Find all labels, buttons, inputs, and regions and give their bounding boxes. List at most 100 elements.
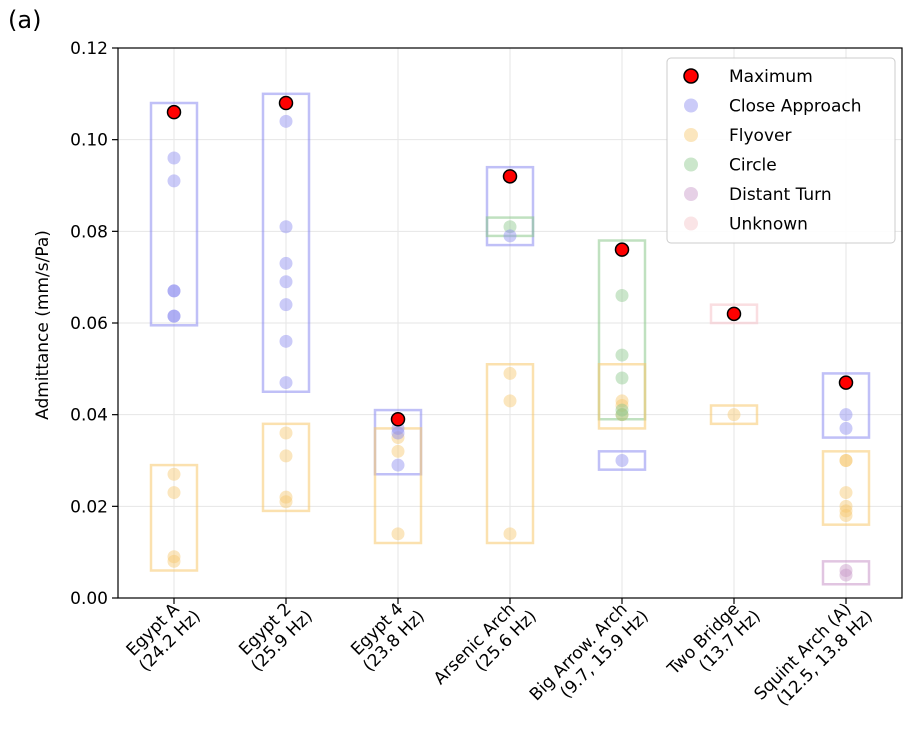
y-tick-label: 0.04 bbox=[70, 406, 108, 426]
x-tick-label: Two Bridge(13.7 Hz) bbox=[663, 599, 765, 679]
range-box bbox=[485, 363, 535, 545]
data-point bbox=[503, 527, 517, 541]
x-tick-label: Egypt A(24.2 Hz) bbox=[123, 599, 205, 676]
maximum-point bbox=[166, 104, 182, 120]
range-box bbox=[709, 404, 759, 426]
data-point bbox=[839, 421, 853, 435]
data-point bbox=[727, 408, 741, 422]
y-tick-label: 0.12 bbox=[70, 39, 108, 59]
range-box bbox=[597, 450, 647, 471]
data-point bbox=[839, 499, 853, 513]
data-point bbox=[839, 408, 853, 422]
data-points bbox=[166, 95, 854, 582]
y-tick-label: 0.10 bbox=[70, 131, 108, 151]
data-point bbox=[167, 309, 181, 323]
data-point bbox=[279, 376, 293, 390]
data-point bbox=[391, 444, 405, 458]
y-tick-label: 0.02 bbox=[70, 497, 108, 517]
maximum-point bbox=[614, 242, 630, 257]
range-box bbox=[149, 101, 199, 327]
data-point bbox=[391, 458, 405, 472]
data-point bbox=[391, 431, 405, 445]
x-tick-label: Big Arrow. Arch(9.7, 15.9 Hz) bbox=[526, 599, 653, 705]
legend-marker bbox=[684, 216, 698, 231]
range-box bbox=[821, 560, 871, 586]
range-box bbox=[821, 372, 871, 439]
range-box bbox=[149, 463, 199, 572]
data-point bbox=[279, 114, 293, 128]
data-point bbox=[167, 486, 181, 500]
data-point bbox=[503, 394, 517, 408]
data-point bbox=[615, 371, 629, 385]
data-point bbox=[615, 454, 629, 467]
data-point bbox=[391, 527, 405, 541]
legend-marker bbox=[684, 157, 698, 172]
range-box bbox=[373, 427, 423, 545]
range-boxes bbox=[149, 92, 871, 586]
data-point bbox=[503, 220, 517, 234]
legend-label: Flyover bbox=[729, 126, 791, 146]
range-box bbox=[597, 363, 647, 430]
x-tick-label: Egypt 4(23.8 Hz) bbox=[347, 599, 429, 676]
data-point bbox=[503, 229, 517, 243]
legend: Maximum Close Approach Flyover Circle Distan… bbox=[666, 57, 896, 244]
x-tick-label: Arsenic Arch(25.6 Hz) bbox=[430, 599, 541, 688]
data-point bbox=[839, 568, 853, 582]
data-point bbox=[167, 309, 181, 323]
y-tick-label: 0.06 bbox=[70, 314, 108, 334]
range-box bbox=[821, 450, 871, 526]
legend-marker bbox=[683, 68, 699, 84]
data-point bbox=[503, 366, 517, 380]
maximum-point bbox=[502, 169, 518, 184]
maximum-point bbox=[390, 412, 406, 427]
data-point bbox=[279, 449, 293, 463]
data-point bbox=[615, 394, 629, 408]
data-point bbox=[279, 256, 293, 270]
data-point bbox=[615, 403, 629, 417]
data-point bbox=[167, 284, 181, 298]
legend-label: Unknown bbox=[729, 215, 808, 235]
legend-marker bbox=[684, 187, 698, 201]
data-point bbox=[839, 504, 853, 518]
axes bbox=[112, 47, 903, 604]
legend-label: Distant Turn bbox=[729, 185, 832, 205]
data-point bbox=[279, 220, 293, 234]
x-tick-label: Squint Arch (A)(12.5, 13.8 Hz) bbox=[750, 599, 876, 710]
legend-marker bbox=[684, 128, 698, 142]
grid bbox=[118, 47, 902, 599]
data-point bbox=[279, 334, 293, 348]
legend-label: Close Approach bbox=[729, 97, 861, 117]
maximum-point bbox=[726, 306, 742, 322]
data-point bbox=[279, 298, 293, 312]
data-point bbox=[839, 564, 853, 577]
data-point bbox=[391, 426, 405, 440]
data-point bbox=[615, 348, 629, 362]
data-point bbox=[279, 275, 293, 289]
legend-marker bbox=[684, 98, 698, 113]
data-point bbox=[615, 408, 629, 422]
data-point bbox=[839, 509, 853, 522]
data-point bbox=[615, 399, 629, 412]
range-box bbox=[709, 303, 759, 325]
data-point bbox=[839, 486, 853, 500]
data-point bbox=[167, 550, 181, 564]
data-point bbox=[167, 554, 181, 568]
y-axis-title: Admittance (mm/s/Pa) bbox=[33, 230, 53, 420]
data-point bbox=[279, 490, 293, 504]
range-box bbox=[485, 216, 535, 238]
data-point bbox=[839, 454, 853, 467]
maximum-point bbox=[838, 375, 854, 390]
data-point bbox=[279, 495, 293, 509]
y-tick-label: 0.00 bbox=[70, 589, 108, 609]
data-point bbox=[615, 289, 629, 302]
panel-label: (a) bbox=[8, 6, 42, 34]
range-box bbox=[261, 422, 311, 513]
range-box bbox=[261, 92, 311, 393]
data-point bbox=[167, 284, 181, 298]
range-box bbox=[597, 239, 647, 421]
data-point bbox=[167, 174, 181, 188]
legend-label: Maximum bbox=[729, 67, 813, 87]
data-point bbox=[167, 151, 181, 165]
data-point bbox=[279, 426, 293, 440]
